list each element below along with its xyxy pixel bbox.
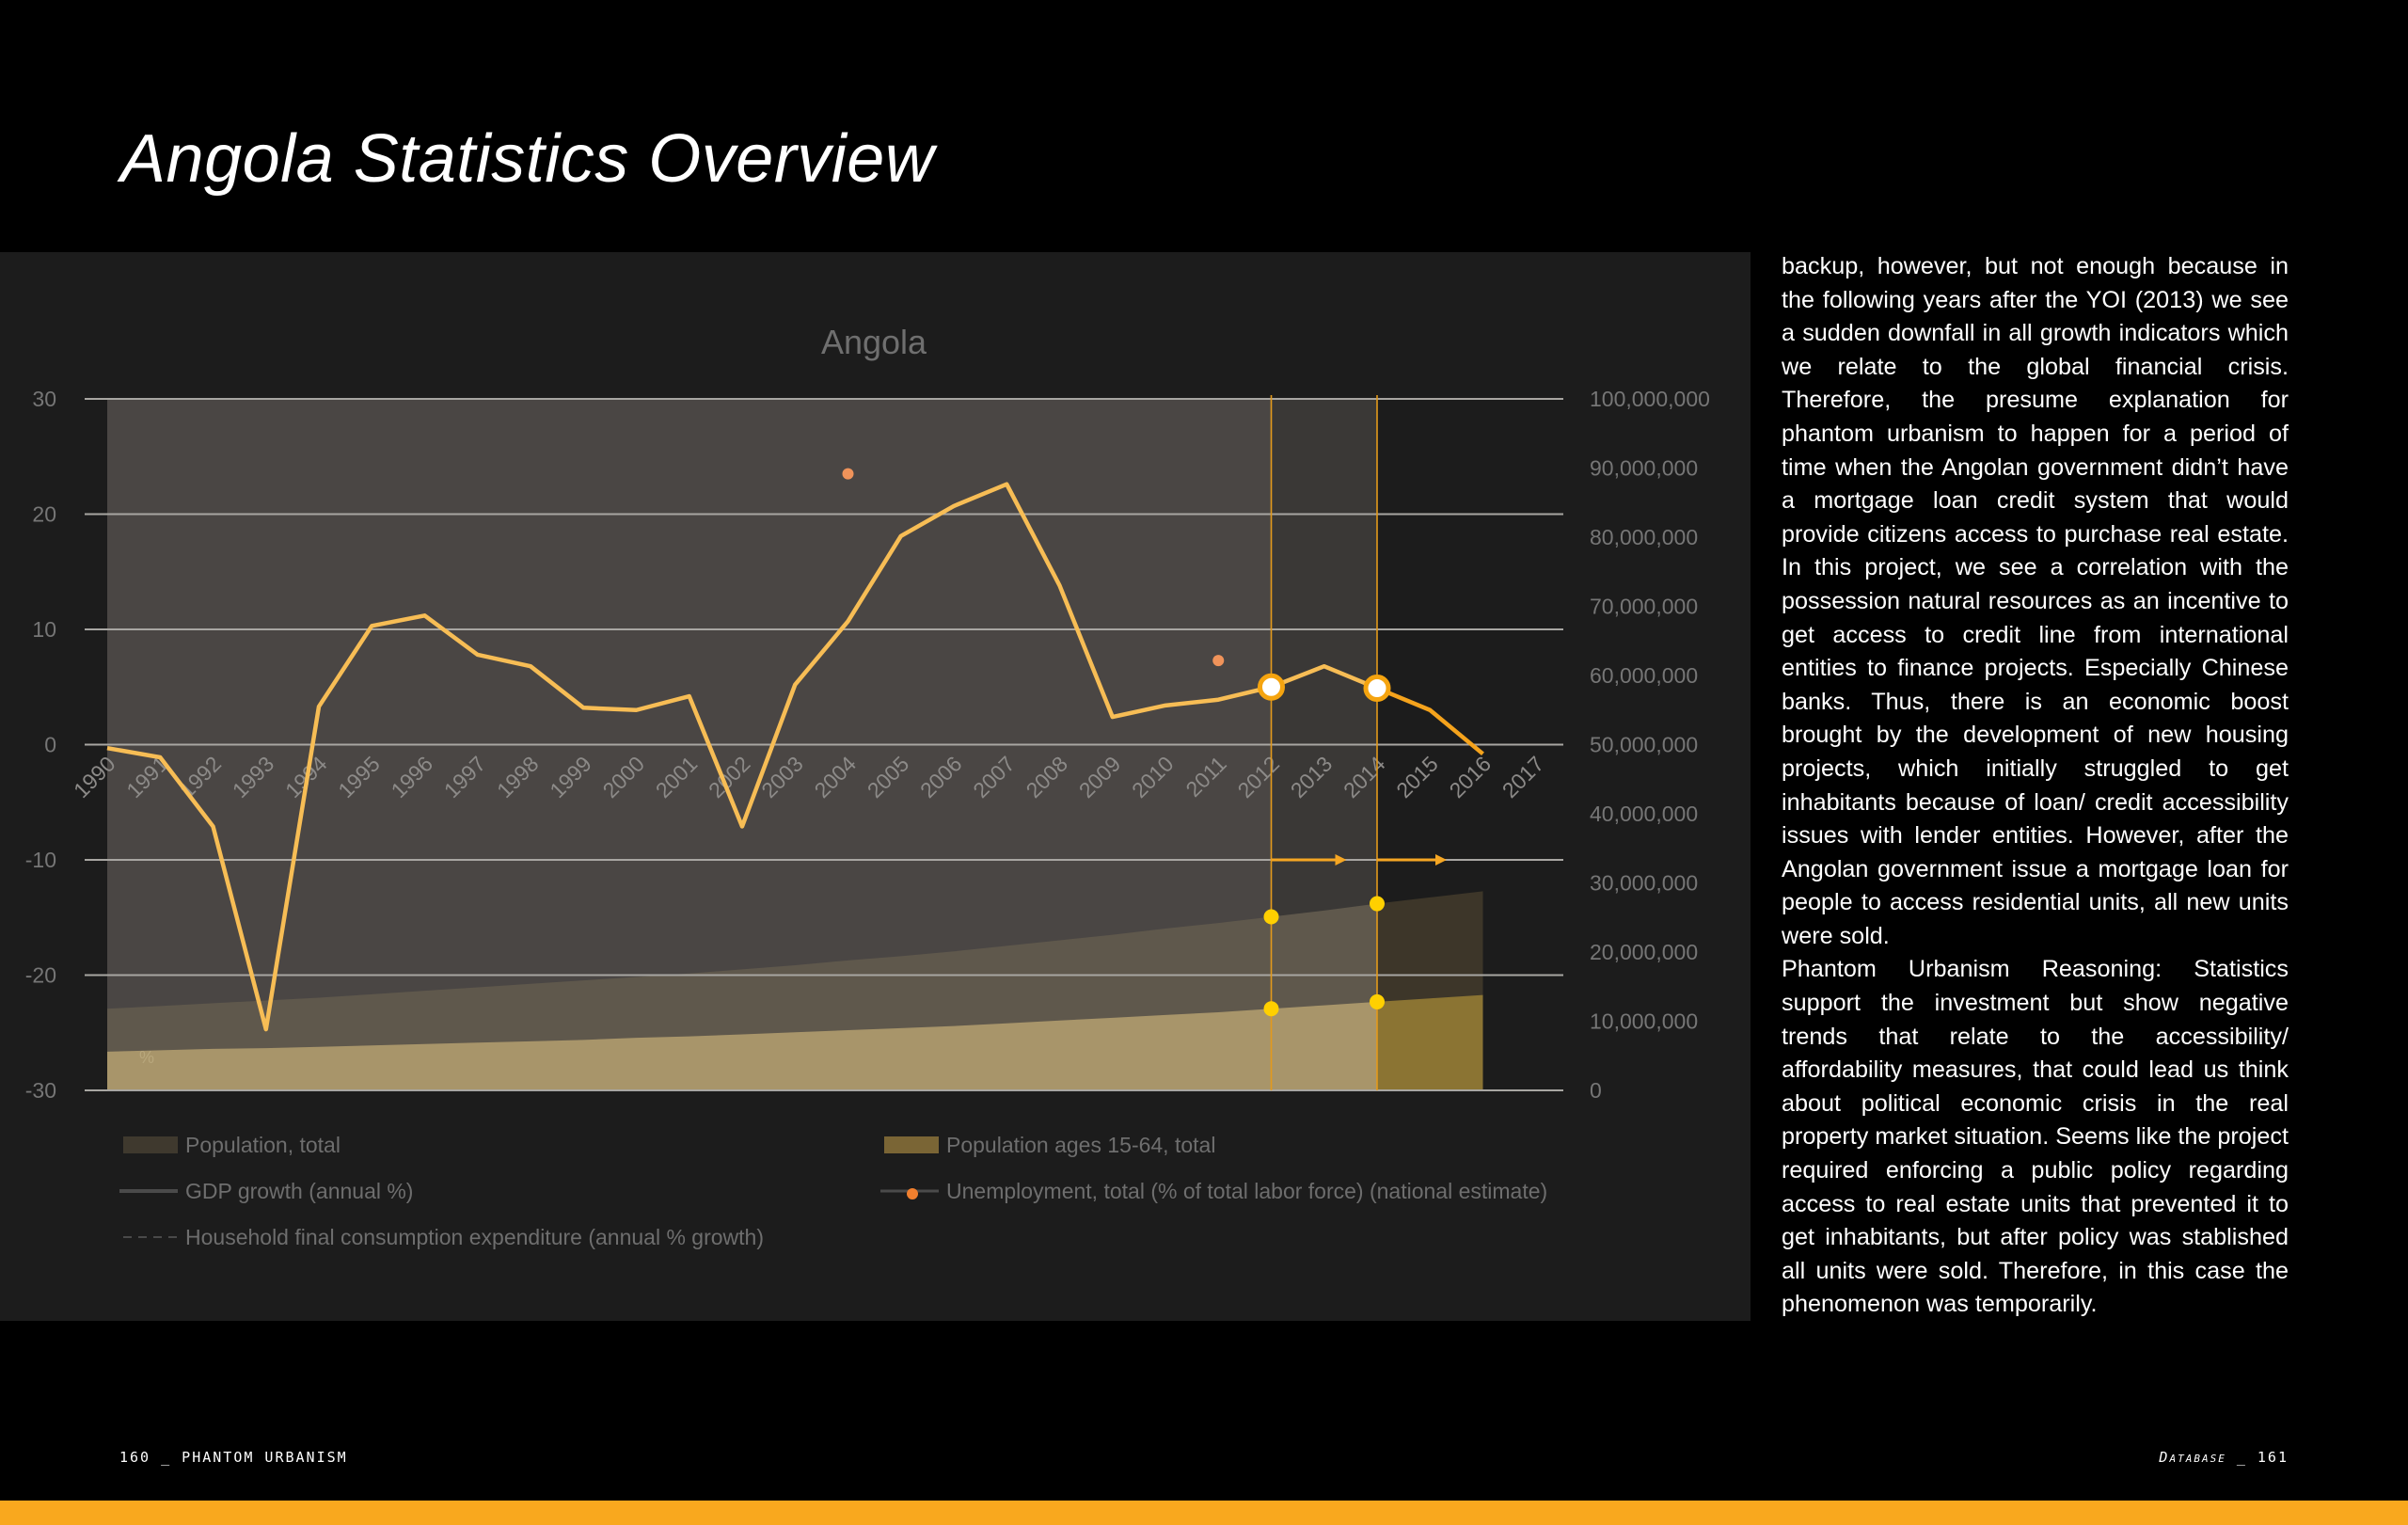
legend-label: Unemployment, total (% of total labor fo… — [946, 1179, 1547, 1203]
legend-dot-icon — [907, 1188, 918, 1199]
unemployment-point — [842, 468, 854, 480]
right-axis-tick: 80,000,000 — [1590, 525, 1698, 549]
left-axis-tick: 0 — [44, 733, 56, 757]
left-axis-tick: -30 — [25, 1078, 56, 1103]
left-axis-tick: 30 — [32, 387, 56, 411]
right-axis-tick: 40,000,000 — [1590, 802, 1698, 826]
body-paragraph: backup, however, but not enough because … — [1782, 253, 2289, 949]
arrow-head-icon — [1335, 854, 1347, 866]
legend-label: Population ages 15-64, total — [946, 1133, 1215, 1157]
unemployment-point — [1212, 655, 1225, 667]
bottom-accent-bar — [0, 1501, 2408, 1525]
x-axis-tick: 2015 — [1391, 752, 1443, 803]
page-title: Angola Statistics Overview — [120, 121, 935, 197]
right-axis-tick: 60,000,000 — [1590, 663, 1698, 688]
legend-swatch — [884, 1136, 939, 1153]
footer-page-right: Database _ 161 — [2159, 1449, 2289, 1466]
chart-panel: Angola 30 20 10 0 -10 -20 -30 100,000,000 90,000,… — [0, 252, 1751, 1321]
legend-label: GDP growth (annual %) — [185, 1179, 413, 1203]
arrow-head-icon — [1435, 854, 1447, 866]
gdp-growth-line — [106, 482, 1378, 1032]
right-axis-tick: 0 — [1590, 1078, 1602, 1103]
right-axis-tick: 100,000,000 — [1590, 387, 1710, 411]
gdp-highlight-marker — [1363, 674, 1391, 702]
legend-label: Population, total — [185, 1133, 341, 1157]
y-unit-label: % — [139, 1048, 154, 1067]
x-axis-tick: 2016 — [1444, 752, 1496, 803]
legend-swatch — [123, 1136, 178, 1153]
right-axis-tick: 10,000,000 — [1590, 1009, 1698, 1034]
footer-page-left: 160 _ PHANTOM URBANISM — [119, 1449, 348, 1466]
gdp-highlight-marker — [1258, 673, 1285, 701]
left-axis-tick: 20 — [32, 502, 56, 527]
legend-label: Household final consumption expenditure … — [185, 1225, 764, 1249]
right-axis-tick: 70,000,000 — [1590, 595, 1698, 619]
right-axis-tick: 20,000,000 — [1590, 940, 1698, 964]
body-text: backup, however, but not enough because … — [1782, 250, 2289, 1322]
left-axis-tick: -20 — [25, 963, 56, 988]
left-axis-tick: -10 — [25, 848, 56, 872]
chart-title: Angola — [821, 323, 927, 361]
footer-page-number: _ 161 — [2236, 1449, 2289, 1466]
x-axis-tick: 2017 — [1497, 752, 1549, 803]
highlight-marker — [1370, 993, 1385, 1009]
area-population-15-64 — [107, 1001, 1377, 1090]
highlight-marker — [1370, 896, 1385, 912]
left-axis-tick: 10 — [32, 617, 56, 642]
right-axis-tick: 50,000,000 — [1590, 733, 1698, 757]
highlight-marker — [1263, 1001, 1279, 1017]
right-axis-tick: 90,000,000 — [1590, 456, 1698, 481]
angola-chart: Angola 30 20 10 0 -10 -20 -30 100,000,000 90,000,… — [25, 323, 1710, 1249]
right-axis-tick: 30,000,000 — [1590, 871, 1698, 896]
area-population-15-64-after — [1377, 994, 1483, 1090]
footer-section: Database — [2159, 1449, 2226, 1466]
highlight-marker — [1263, 909, 1279, 925]
body-paragraph: Phantom Urbanism Reasoning: Statistics s… — [1782, 956, 2289, 1318]
gdp-growth-line-after — [1376, 686, 1484, 756]
